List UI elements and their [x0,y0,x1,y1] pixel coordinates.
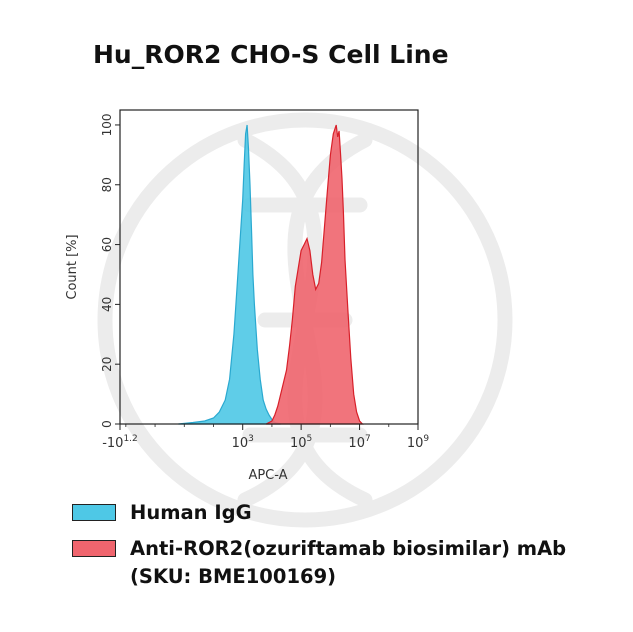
y-tick-label: 100 [100,113,114,136]
series-area-1 [265,124,364,425]
legend-item-human-igg: Human IgG [72,499,570,527]
legend-swatch-human-igg [72,504,116,521]
legend-item-anti-ror2: Anti-ROR2(ozuriftamab biosimilar) mAb (S… [72,535,570,591]
y-tick-label: 40 [100,297,114,312]
x-tick-label: 109 [407,434,430,451]
plot-frame [119,109,419,425]
x-tick-label: 103 [232,434,254,451]
series-area-0 [178,124,281,425]
y-tick-label: 80 [100,177,114,192]
x-axis-label: APC-A [248,468,287,483]
legend-label-human-igg: Human IgG [130,501,252,524]
x-tick-label: 105 [290,434,312,451]
y-tick-label: 20 [100,357,114,372]
y-tick-label: 0 [100,420,114,428]
page-title: Hu_ROR2 CHO-S Cell Line [93,40,449,69]
y-axis-label: Count [%] [65,234,80,299]
y-tick-label: 60 [100,237,114,252]
legend-swatch-anti-ror2 [72,540,116,557]
x-tick-label: 107 [348,434,370,451]
legend-label-anti-ror2: Anti-ROR2(ozuriftamab biosimilar) mAb (S… [130,537,567,588]
x-tick-label: -101.2 [102,434,138,451]
